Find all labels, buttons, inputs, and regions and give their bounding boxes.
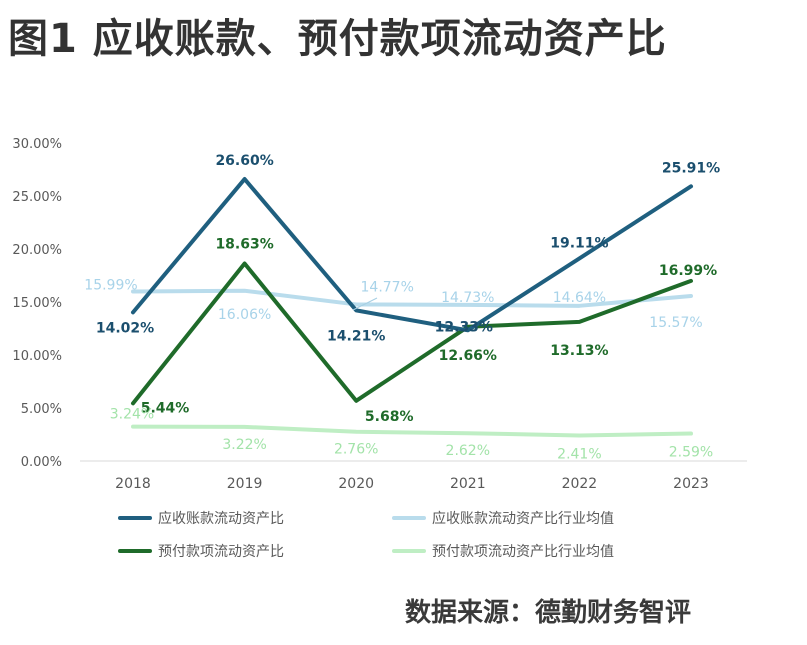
source-note: 数据来源：德勤财务智评: [405, 598, 692, 628]
x-tick-label: 2023: [673, 476, 709, 492]
y-tick-label: 20.00%: [12, 243, 62, 258]
chart-title: 图1 应收账款、预付款项流动资产比: [8, 16, 667, 62]
legend-label: 预付款项流动资产比行业均值: [432, 544, 614, 560]
data-label: 25.91%: [662, 160, 720, 176]
data-label: 16.99%: [659, 263, 717, 279]
leader-line: [352, 297, 378, 311]
data-label: 2.41%: [557, 446, 601, 462]
data-label: 2.59%: [669, 445, 713, 461]
data-label: 14.21%: [327, 328, 385, 344]
data-label: 19.11%: [550, 235, 608, 251]
series-lines: [131, 177, 693, 438]
data-label: 13.13%: [550, 343, 608, 359]
y-tick-label: 5.00%: [21, 402, 62, 417]
y-tick-label: 25.00%: [12, 190, 62, 205]
x-tick-label: 2021: [450, 476, 486, 492]
axes: 0.00% 5.00% 10.00% 15.00% 20.00% 25.00% 30.00%…: [12, 137, 747, 492]
series-line: [131, 288, 693, 308]
series-line: [131, 177, 693, 333]
data-label: 5.68%: [365, 409, 414, 425]
x-tick-label: 2022: [562, 476, 598, 492]
data-label: 2.62%: [446, 443, 490, 459]
data-label: 14.73%: [441, 290, 494, 306]
y-tick-label: 30.00%: [12, 137, 62, 152]
data-label: 3.24%: [110, 407, 154, 423]
data-label: 2.76%: [334, 442, 378, 458]
data-label: 15.57%: [649, 315, 702, 331]
series-line: [131, 261, 693, 406]
x-tick-label: 2020: [338, 476, 374, 492]
data-label: 16.06%: [218, 307, 271, 323]
series-line: [131, 424, 693, 438]
data-label: 12.66%: [439, 348, 497, 364]
x-tick-label: 2018: [115, 476, 151, 492]
data-label: 5.44%: [141, 400, 190, 416]
data-label: 15.99%: [84, 278, 137, 294]
data-label: 3.22%: [222, 437, 266, 453]
legend-label: 应收账款流动资产比: [158, 510, 284, 527]
legend-label: 预付款项流动资产比: [158, 544, 284, 560]
data-label: 26.60%: [215, 153, 273, 169]
data-label: 14.64%: [553, 290, 606, 306]
data-labels: 14.02% 26.60% 14.21% 12.33% 19.11% 25.91% 15.9…: [84, 153, 720, 462]
y-tick-label: 10.00%: [12, 349, 62, 364]
data-label: 14.77%: [361, 279, 414, 295]
data-label: 18.63%: [215, 237, 273, 253]
x-tick-label: 2019: [227, 476, 263, 492]
legend-label: 应收账款流动资产比行业均值: [432, 510, 614, 527]
data-label: 14.02%: [96, 320, 154, 336]
data-label: 12.33%: [435, 319, 493, 335]
y-tick-label: 0.00%: [21, 455, 62, 470]
y-tick-label: 15.00%: [12, 296, 62, 311]
